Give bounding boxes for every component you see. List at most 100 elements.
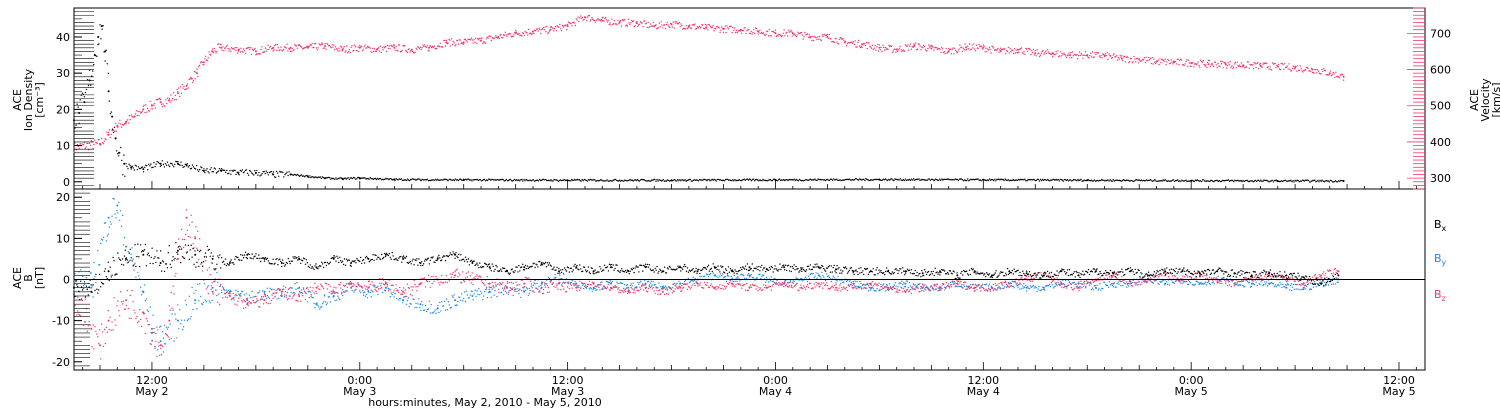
bz-point — [583, 283, 585, 285]
density-point — [1226, 179, 1229, 181]
velocity-point — [1068, 52, 1070, 54]
by-point — [1244, 285, 1246, 288]
velocity-point — [382, 49, 384, 51]
velocity-point — [276, 44, 279, 46]
by-point — [459, 296, 461, 298]
density-point — [973, 178, 975, 181]
density-point — [918, 178, 920, 180]
by-point — [359, 290, 361, 292]
bz-point — [625, 287, 628, 289]
by-point — [1262, 284, 1264, 287]
velocity-point — [305, 46, 307, 48]
by-point — [681, 285, 683, 287]
by-point — [1323, 285, 1325, 288]
by-point — [521, 289, 523, 292]
density-point — [1038, 180, 1041, 182]
by-point — [932, 289, 934, 291]
bz-point — [112, 329, 114, 331]
velocity-point — [342, 47, 344, 49]
density-point — [635, 179, 637, 182]
velocity-point — [1159, 58, 1161, 60]
velocity-point — [380, 51, 383, 54]
density-point — [1271, 179, 1273, 181]
bz-point — [255, 295, 257, 298]
velocity-point — [730, 25, 732, 27]
bz-point — [98, 343, 100, 345]
density-point — [743, 178, 745, 180]
velocity-point — [1317, 70, 1320, 73]
density-point — [107, 90, 110, 93]
by-point — [405, 303, 408, 305]
velocity-point — [922, 47, 924, 49]
velocity-point — [459, 39, 461, 41]
density-point — [151, 166, 153, 169]
velocity-point — [397, 50, 399, 52]
velocity-point — [638, 23, 641, 25]
density-point — [943, 178, 945, 181]
bz-point — [188, 224, 190, 226]
density-point — [1136, 179, 1138, 181]
by-point — [1277, 283, 1279, 286]
bz-point — [81, 299, 84, 302]
velocity-point — [1041, 50, 1043, 53]
by-point — [1017, 286, 1019, 288]
velocity-point — [1304, 68, 1307, 71]
density-point — [927, 178, 929, 180]
velocity-point — [1316, 69, 1319, 71]
density-point — [510, 180, 513, 182]
bz-point — [251, 296, 253, 299]
by-point — [722, 273, 724, 275]
bz-point — [125, 304, 128, 307]
bz-point — [482, 283, 485, 285]
bz-point — [271, 294, 273, 296]
bz-point — [198, 258, 200, 260]
velocity-point — [363, 46, 365, 48]
bz-point — [683, 286, 685, 289]
velocity-point — [590, 19, 592, 21]
by-point — [295, 288, 297, 290]
velocity-point — [854, 40, 856, 42]
density-point — [185, 163, 187, 166]
density-point — [665, 180, 668, 182]
bz-point — [413, 280, 415, 282]
by-point — [475, 295, 477, 298]
by-point — [170, 337, 172, 340]
velocity-point — [92, 147, 94, 150]
velocity-point — [962, 47, 965, 49]
density-point — [331, 177, 333, 179]
by-point — [366, 297, 369, 299]
density-point — [529, 179, 531, 181]
velocity-point — [73, 146, 75, 149]
by-point — [524, 289, 527, 291]
velocity-point — [514, 31, 516, 34]
velocity-point — [244, 52, 247, 55]
density-point — [1065, 179, 1068, 182]
velocity-point — [248, 47, 250, 49]
velocity-point — [1067, 54, 1069, 56]
density-point — [1009, 179, 1011, 181]
by-point — [381, 286, 383, 289]
velocity-point — [733, 29, 735, 32]
density-point — [611, 180, 613, 182]
by-point — [116, 204, 119, 207]
velocity-point — [674, 21, 676, 23]
by-point — [393, 296, 395, 298]
velocity-point — [1054, 53, 1056, 56]
bz-point — [138, 320, 140, 322]
velocity-point — [1049, 52, 1051, 54]
bz-point — [643, 284, 646, 286]
velocity-point — [666, 21, 668, 24]
density-point — [1061, 179, 1064, 181]
density-point — [399, 178, 401, 180]
by-point — [731, 277, 733, 279]
density-point — [1304, 179, 1307, 181]
velocity-point — [811, 39, 813, 42]
by-point — [1207, 281, 1210, 283]
velocity-point — [599, 20, 602, 22]
by-point — [205, 301, 208, 303]
velocity-point — [1160, 61, 1162, 64]
by-point — [124, 259, 127, 262]
velocity-point — [722, 31, 725, 34]
velocity-point — [1051, 53, 1053, 56]
density-point — [237, 173, 239, 175]
